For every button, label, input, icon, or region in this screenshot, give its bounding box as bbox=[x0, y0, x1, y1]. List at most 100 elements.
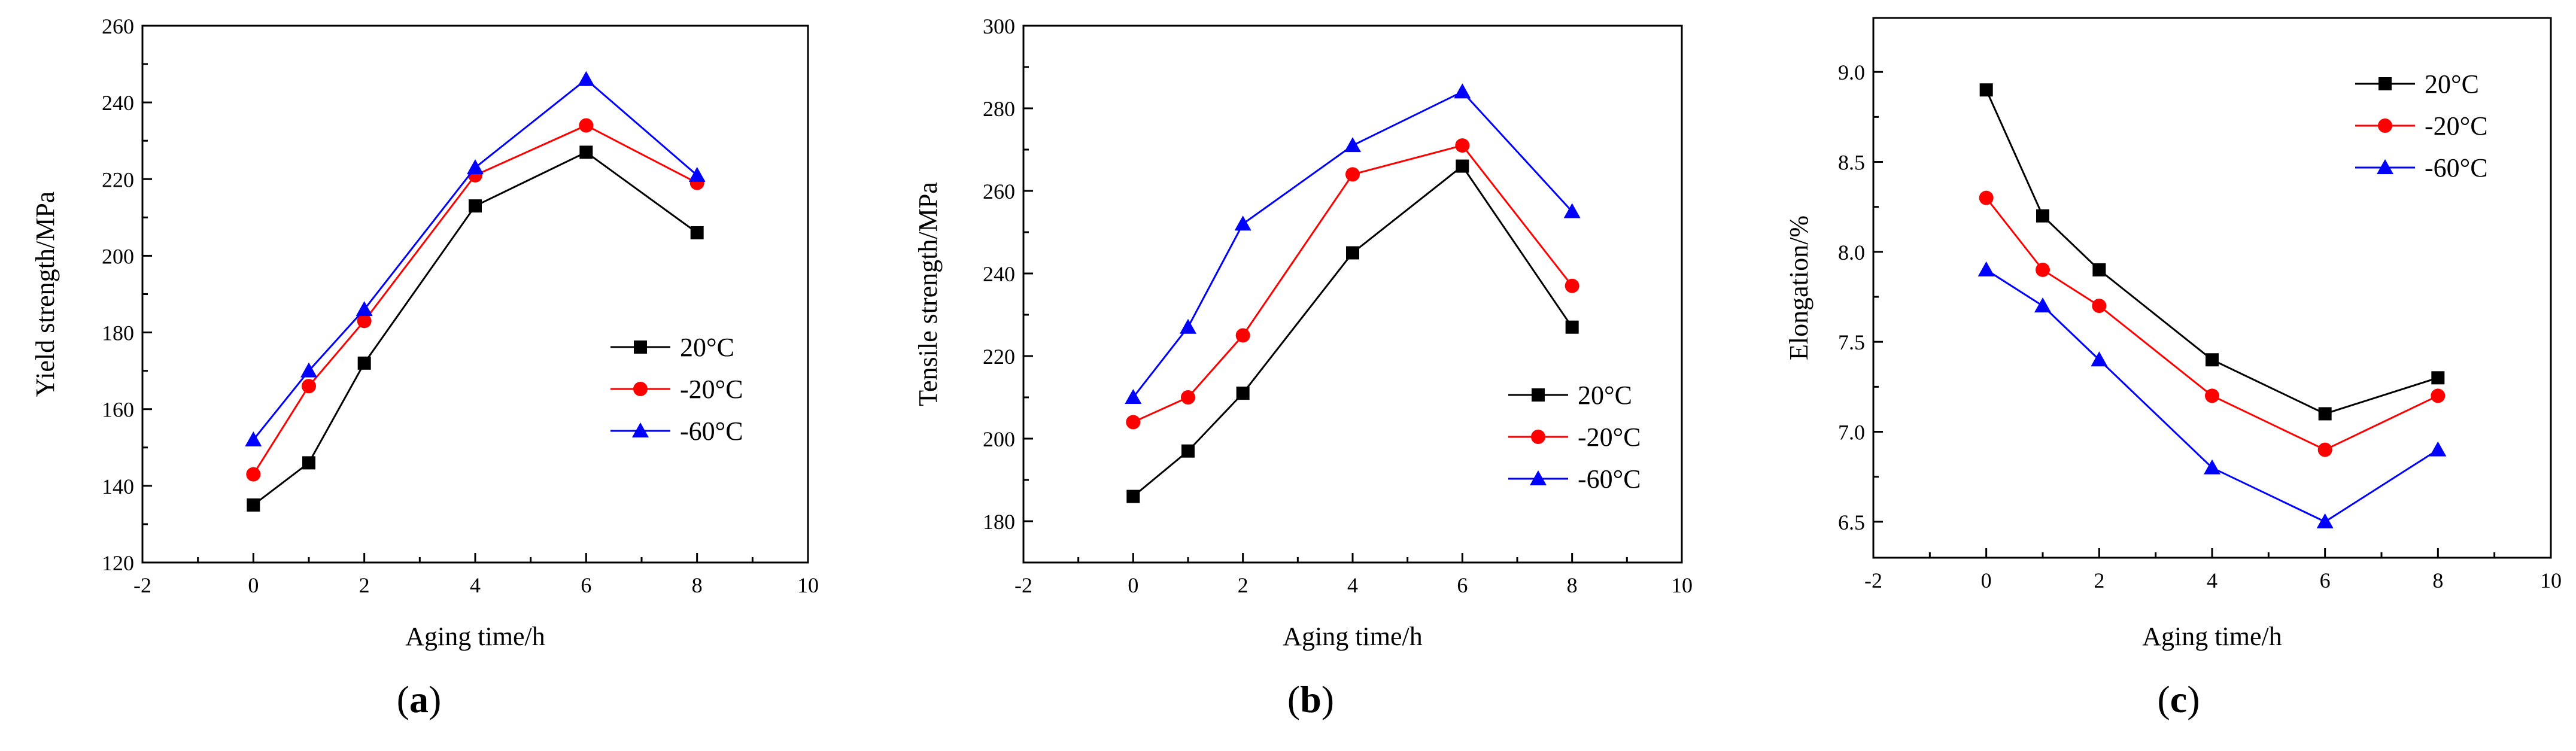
data-point bbox=[1346, 246, 1359, 260]
legend-label: -20°C bbox=[2425, 111, 2488, 141]
series-line-2 bbox=[253, 78, 698, 440]
data-point bbox=[2431, 371, 2445, 385]
x-tick-label: 6 bbox=[581, 573, 591, 597]
y-tick-label: 300 bbox=[983, 14, 1015, 38]
data-point bbox=[2036, 262, 2050, 277]
legend-marker bbox=[632, 422, 649, 437]
series-line-0 bbox=[253, 151, 698, 506]
data-point bbox=[1235, 328, 1250, 343]
data-point bbox=[302, 379, 316, 394]
data-point bbox=[245, 431, 262, 446]
x-tick-label: 10 bbox=[1671, 573, 1693, 597]
x-axis-label: Aging time/h bbox=[2142, 622, 2282, 651]
x-tick-label: 8 bbox=[2432, 568, 2443, 592]
data-point bbox=[357, 356, 371, 370]
y-axis-label: Elongation/% bbox=[1784, 215, 1813, 360]
legend-marker bbox=[2378, 118, 2392, 133]
x-tick-label: 8 bbox=[1567, 573, 1578, 597]
plot-frame bbox=[1872, 17, 2552, 559]
y-tick-label: 240 bbox=[102, 91, 134, 115]
data-point bbox=[2318, 407, 2332, 421]
x-tick-label: 0 bbox=[1981, 568, 1992, 592]
chart-panel-a: -2 0 2 4 6 8 10 120 140 160 180 200 220 240 260 Aging t… bbox=[31, 14, 819, 720]
legend: 20°C -20°C -60°C bbox=[1508, 381, 1641, 494]
data-point bbox=[356, 301, 373, 317]
y-tick-label: 7.5 bbox=[1838, 330, 1865, 354]
y-tick-label: 180 bbox=[102, 321, 134, 345]
x-tick-label: 4 bbox=[1347, 573, 1358, 597]
chart-panel-c: -2 0 2 4 6 8 10 6.5 7.0 7.5 8.0 8.5 9.0 Aging time/h E… bbox=[1784, 17, 2562, 720]
panel-label: (c) bbox=[2157, 678, 2200, 720]
y-tick-label: 8.0 bbox=[1838, 241, 1865, 264]
x-axis-label: Aging time/h bbox=[405, 622, 545, 651]
y-tick-label: 220 bbox=[983, 345, 1015, 369]
legend-label: 20°C bbox=[680, 333, 734, 362]
x-tick-label: 2 bbox=[1238, 573, 1248, 597]
x-tick-label: 10 bbox=[797, 573, 819, 597]
legend-label: -60°C bbox=[2425, 153, 2488, 183]
x-tick-label: 2 bbox=[359, 573, 370, 597]
data-point bbox=[2206, 353, 2219, 367]
data-point bbox=[579, 145, 593, 159]
data-point bbox=[1979, 190, 1994, 205]
x-tick-label: 0 bbox=[1128, 573, 1138, 597]
data-point bbox=[2092, 263, 2106, 276]
data-point bbox=[1126, 489, 1140, 503]
data-point bbox=[1344, 137, 1361, 153]
legend-marker bbox=[1530, 470, 1547, 485]
y-tick-label: 8.5 bbox=[1838, 151, 1865, 175]
y-tick-label: 7.0 bbox=[1838, 421, 1865, 445]
data-point bbox=[246, 467, 261, 482]
legend-marker bbox=[634, 340, 647, 354]
x-tick-label: 10 bbox=[2540, 568, 2562, 592]
series-line-1 bbox=[253, 124, 698, 475]
legend-marker bbox=[1531, 430, 1545, 444]
data-point bbox=[2316, 513, 2334, 528]
plot-frame bbox=[141, 25, 809, 564]
y-axis-label: Yield strength/MPa bbox=[31, 191, 60, 397]
series-line-0 bbox=[1985, 89, 2438, 415]
legend-label: -60°C bbox=[680, 416, 743, 446]
y-tick-label: 6.5 bbox=[1838, 510, 1865, 534]
data-point bbox=[2036, 209, 2049, 223]
data-point bbox=[1126, 415, 1141, 430]
x-tick-label: -2 bbox=[133, 573, 151, 597]
y-tick-label: 260 bbox=[983, 180, 1015, 203]
series-line-1 bbox=[1985, 197, 2438, 451]
y-tick-label: 140 bbox=[102, 475, 134, 498]
data-point bbox=[1565, 278, 1579, 293]
y-tick-label: 120 bbox=[102, 551, 134, 575]
data-point bbox=[1563, 203, 1581, 218]
data-point bbox=[2092, 299, 2107, 314]
x-tick-label: 4 bbox=[470, 573, 481, 597]
y-tick-label: 240 bbox=[983, 262, 1015, 286]
x-tick-label: -2 bbox=[1014, 573, 1032, 597]
data-point bbox=[690, 226, 704, 239]
x-tick-label: 2 bbox=[2094, 568, 2104, 592]
x-tick-label: 4 bbox=[2207, 568, 2217, 592]
data-point bbox=[469, 199, 482, 213]
data-point bbox=[1181, 444, 1195, 458]
data-point bbox=[1234, 215, 1251, 231]
data-point bbox=[2205, 388, 2219, 403]
data-point bbox=[2091, 351, 2108, 367]
legend-marker bbox=[1532, 388, 1545, 402]
x-tick-label: 0 bbox=[248, 573, 259, 597]
y-tick-label: 280 bbox=[983, 97, 1015, 121]
legend: 20°C -20°C -60°C bbox=[2355, 69, 2488, 183]
legend-marker bbox=[2377, 159, 2393, 174]
data-point bbox=[1236, 387, 1250, 400]
data-point bbox=[357, 314, 372, 329]
series-line-0 bbox=[1132, 165, 1573, 497]
data-point bbox=[1181, 390, 1195, 405]
legend-marker bbox=[2378, 77, 2392, 90]
y-tick-label: 160 bbox=[102, 398, 134, 422]
data-point bbox=[1455, 138, 1470, 153]
y-tick-label: 9.0 bbox=[1838, 60, 1865, 84]
legend: 20°C -20°C -60°C bbox=[610, 333, 743, 446]
y-tick-label: 200 bbox=[102, 244, 134, 268]
y-tick-label: 220 bbox=[102, 168, 134, 191]
x-tick-label: 8 bbox=[692, 573, 703, 597]
